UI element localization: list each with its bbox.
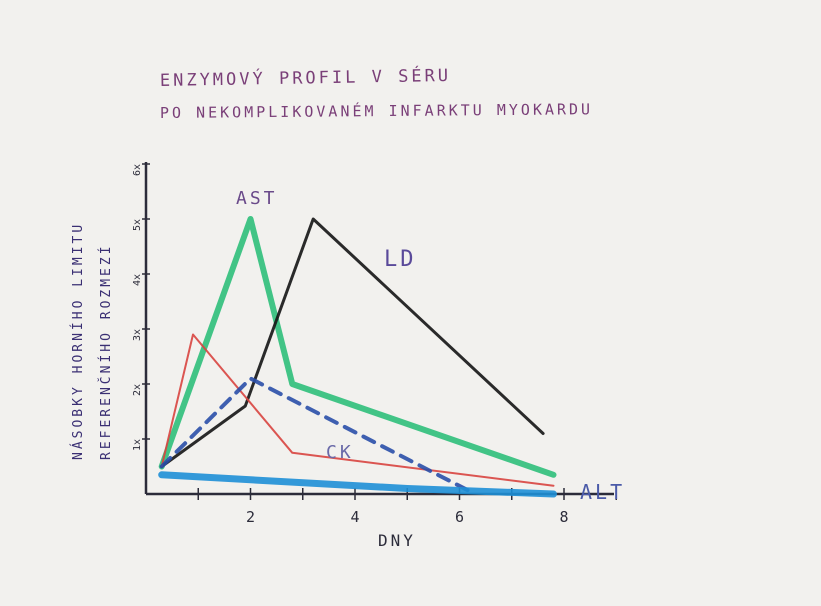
x-tick-label: 2	[246, 508, 255, 526]
y-tick-label: 4x	[132, 274, 143, 286]
x-axis-label: DNY	[378, 531, 416, 550]
series-label-ld: LD	[384, 247, 417, 272]
series-label-ast: AST	[236, 188, 278, 209]
axes	[144, 162, 614, 496]
x-ticks: 2 4 6 8	[197, 488, 617, 526]
series-label-ck: CK	[326, 442, 354, 463]
y-axis-label-line-1: NÁSOBKY HORNÍHO LIMITU	[70, 222, 86, 460]
y-tick-label: 1x	[132, 439, 143, 451]
y-tick-label: 5x	[132, 219, 143, 231]
chart-title-line-2: PO NEKOMPLIKOVANÉM INFARKTU MYOKARDU	[160, 99, 593, 122]
series-line-ast	[158, 216, 557, 478]
y-tick-label: 2x	[132, 384, 143, 396]
y-ticks: 1x 2x 3x 4x 5x 6x	[132, 163, 150, 451]
series-line-ck	[160, 333, 555, 487]
series-line-alt	[158, 471, 557, 498]
x-tick-label: 4	[350, 508, 359, 526]
y-axis-label-line-2: REFERENČNÍHO ROZMEZÍ	[98, 243, 114, 460]
x-tick-label: 6	[455, 508, 464, 526]
y-tick-label: 6x	[132, 164, 143, 176]
series-label-alt: ALT	[580, 480, 625, 504]
chart-title-line-1: ENZYMOVÝ PROFIL V SÉRU	[160, 64, 452, 91]
series-layer	[158, 216, 557, 498]
series-line-unlabeled-dashed	[159, 376, 472, 494]
y-tick-label: 3x	[132, 329, 143, 341]
x-tick-label: 8	[559, 508, 568, 526]
series-line-ld	[160, 217, 545, 468]
